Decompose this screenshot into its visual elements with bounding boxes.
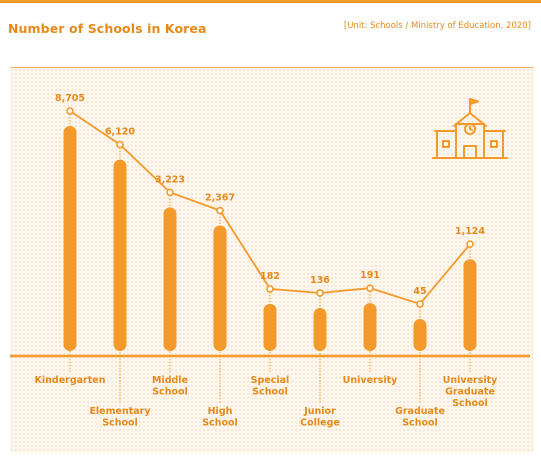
category-label-line: School [452,398,488,409]
bar [163,207,177,351]
source-note: [Unit: Schools / Ministry of Education, … [343,21,531,31]
category-label: Special School [251,375,290,398]
value-marker [466,240,474,249]
value-marker [266,285,274,293]
value-label: 182 [260,271,280,282]
value-label: 2,367 [205,193,235,204]
category-label: University [343,375,399,386]
category-label-line: Special [251,375,290,386]
category-label-line: School [402,418,438,429]
category-label-line: University [443,375,499,386]
value-label: 191 [360,270,380,281]
category-label-line: Junior [303,406,336,417]
category-label-line: Graduate [445,387,495,398]
bar [213,225,227,351]
category-label-line: Kindergarten [35,375,106,386]
bar [463,259,477,351]
value-label: 6,120 [105,127,135,138]
bar [363,303,377,351]
value-marker [366,284,374,292]
category-label-line: High [208,406,233,417]
value-label: 1,124 [455,226,485,237]
value-label: 3,223 [155,174,185,185]
chart-title: Number of Schools in Korea [8,21,207,36]
value-label: 45 [413,286,426,297]
value-markers [66,107,474,308]
category-label: High School [202,406,238,429]
bar [413,319,427,351]
category-label: Junior College [300,406,340,429]
category-label-line: Elementary [89,406,151,417]
value-label: 8,705 [55,93,85,104]
category-label-line: School [102,418,138,429]
category-label-line: University [343,375,399,386]
bar [263,303,277,351]
school-building-icon [432,98,508,159]
category-label: Elementary School [89,406,151,429]
category-label-line: School [252,387,288,398]
value-marker [66,107,74,115]
value-marker [316,289,324,297]
value-marker [116,140,124,149]
category-label: University Graduate School [443,375,499,409]
value-labels: 8,705 6,120 3,223 2,367 182 136 191 45 1,124 [55,93,485,297]
category-label-line: School [152,387,188,398]
bar [63,126,77,351]
value-label: 136 [310,275,330,286]
category-label: Graduate School [395,406,445,429]
bar [113,159,127,351]
category-label-line: College [300,418,340,429]
value-marker [166,188,174,197]
category-label-line: Middle [152,375,188,386]
bar [313,307,327,351]
category-label: Middle School [152,375,188,398]
category-label-line: School [202,418,238,429]
bars-group [63,126,477,351]
value-marker [416,300,424,308]
value-marker [216,206,224,215]
category-label: Kindergarten [35,375,106,386]
top-rule [0,0,541,3]
category-label-line: Graduate [395,406,445,417]
